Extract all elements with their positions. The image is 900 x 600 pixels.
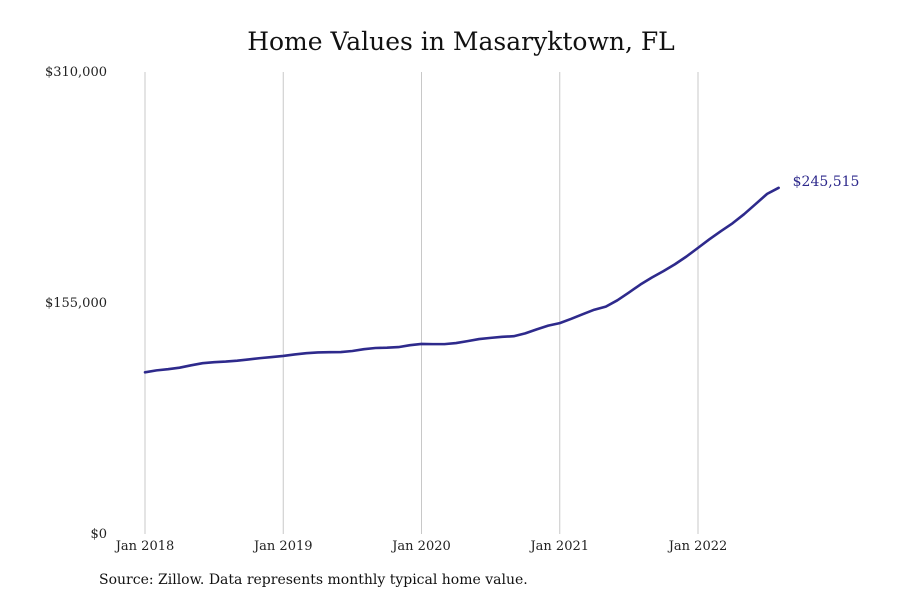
x-tick-label: Jan 2022 — [667, 539, 728, 554]
end-label-layer: $245,515 — [793, 174, 860, 190]
x-tick-label: Jan 2021 — [528, 539, 589, 554]
end-value-label: $245,515 — [793, 174, 860, 190]
y-axis-ticks: $0 $155,000 $310,000 — [45, 65, 107, 542]
x-tick-label: Jan 2018 — [114, 539, 175, 554]
y-tick-label: $155,000 — [45, 296, 107, 311]
series-line — [143, 186, 780, 374]
chart-title: Home Values in Masaryktown, FL — [247, 27, 675, 56]
x-tick-label: Jan 2019 — [252, 539, 313, 554]
y-tick-label: $310,000 — [45, 65, 107, 80]
x-tick-label: Jan 2020 — [390, 539, 451, 554]
series-layer — [143, 186, 780, 374]
x-axis-ticks: Jan 2018 Jan 2019 Jan 2020 Jan 2021 Jan 2022 — [114, 539, 728, 554]
gridlines — [144, 72, 699, 534]
source-note: Source: Zillow. Data represents monthly … — [99, 572, 528, 588]
y-tick-label: $0 — [90, 527, 107, 542]
